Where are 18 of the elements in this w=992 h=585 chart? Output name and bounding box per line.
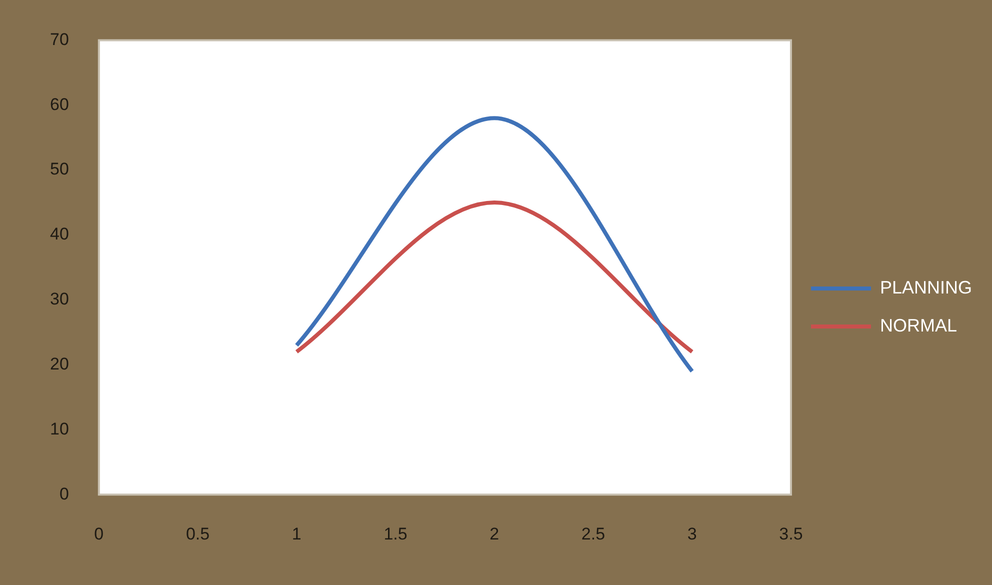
x-tick-label: 3.5 bbox=[779, 524, 803, 544]
legend-label: PLANNING bbox=[880, 277, 972, 298]
x-tick-label: 0.5 bbox=[186, 524, 210, 544]
y-tick-label: 70 bbox=[50, 30, 69, 49]
y-tick-label: 0 bbox=[59, 484, 69, 504]
y-tick-label: 40 bbox=[50, 224, 69, 244]
y-tick-label: 20 bbox=[50, 354, 69, 374]
x-tick-label: 3 bbox=[687, 524, 697, 544]
y-tick-label: 30 bbox=[50, 290, 69, 309]
y-tick-label: 50 bbox=[50, 160, 69, 179]
x-tick-label: 1 bbox=[292, 524, 302, 544]
legend-label: NORMAL bbox=[880, 315, 957, 336]
x-tick-label: 2 bbox=[490, 524, 500, 544]
x-tick-label: 1.5 bbox=[384, 524, 408, 544]
x-tick-label: 2.5 bbox=[581, 524, 606, 544]
y-tick-label: 10 bbox=[50, 419, 69, 438]
y-tick-label: 60 bbox=[50, 94, 69, 114]
x-tick-label: 0 bbox=[94, 524, 104, 544]
